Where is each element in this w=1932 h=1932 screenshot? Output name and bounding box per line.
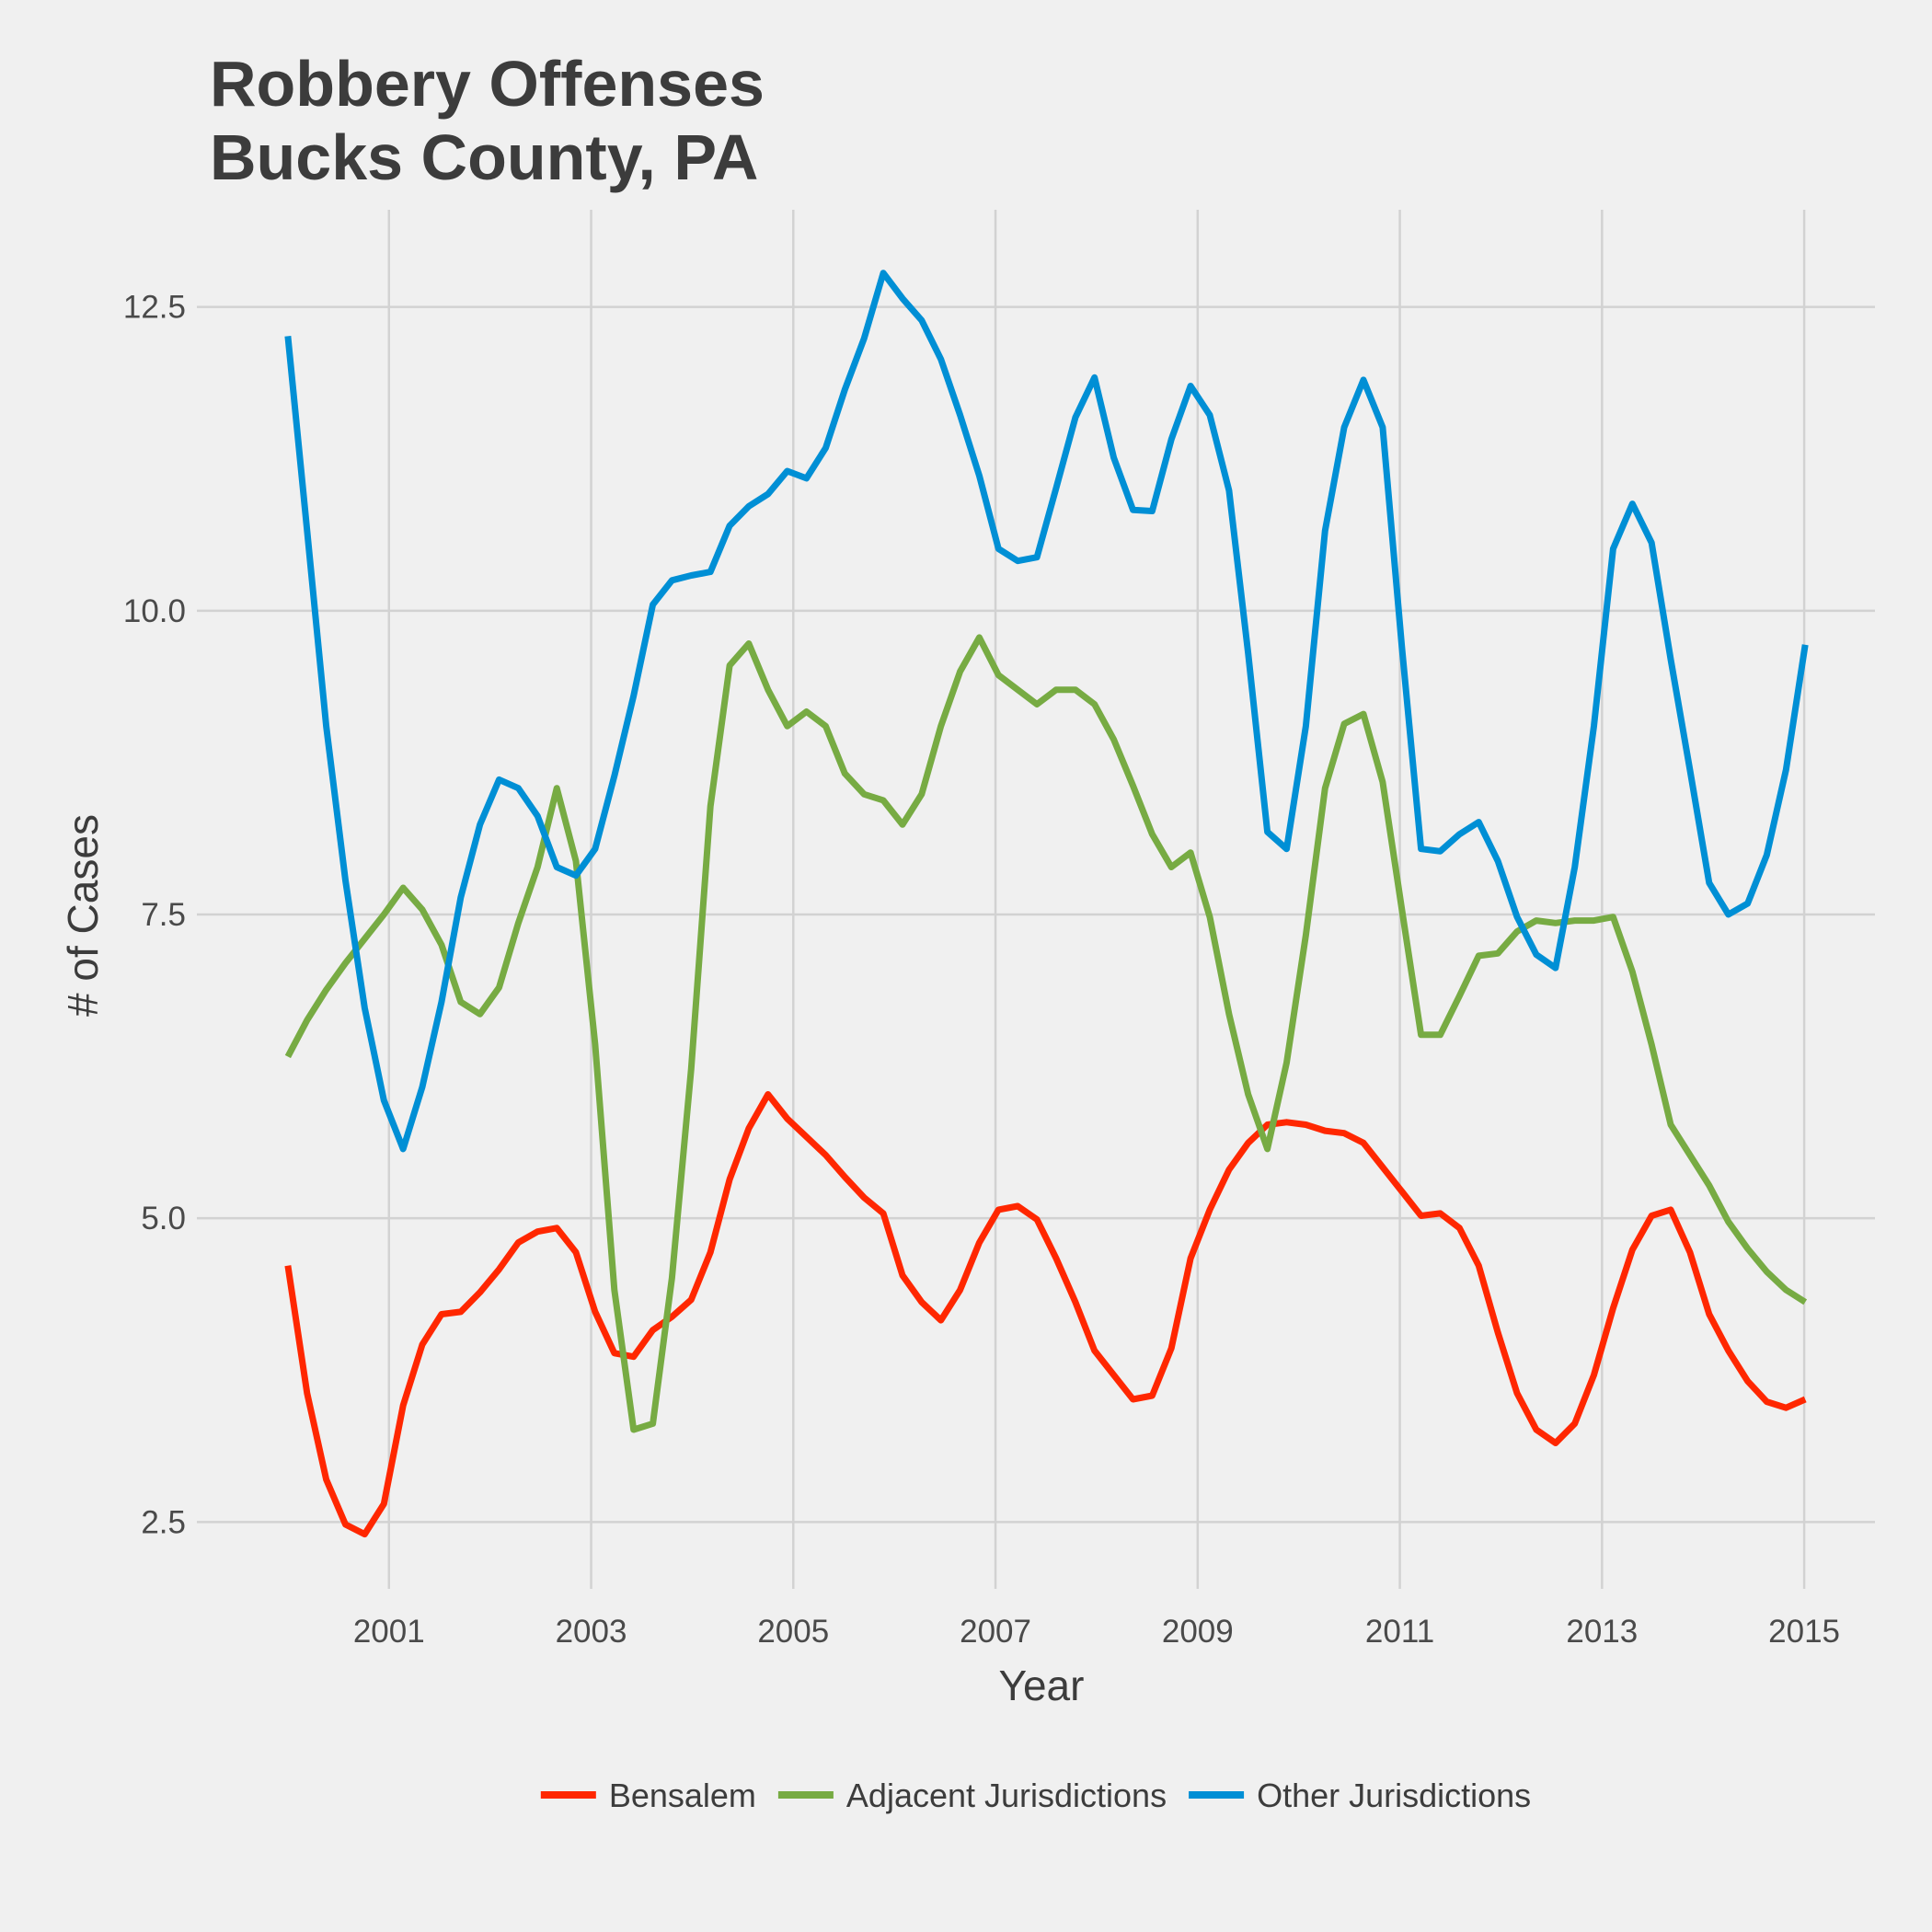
legend-label: Other Jurisdictions (1257, 1777, 1531, 1814)
x-axis-label: Year (999, 1662, 1085, 1709)
series-line (284, 270, 1809, 1153)
y-tick-label: 10.0 (123, 593, 186, 629)
series-line (284, 1091, 1807, 1538)
legend-label: Adjacent Jurisdictions (846, 1777, 1167, 1814)
x-tick-label: 2015 (1768, 1614, 1840, 1650)
x-tick-label: 2003 (556, 1614, 627, 1650)
x-tick-label: 2009 (1162, 1614, 1234, 1650)
y-tick-label: 2.5 (141, 1504, 186, 1540)
x-tick-label: 2007 (960, 1614, 1031, 1650)
y-tick-label: 12.5 (123, 290, 186, 326)
series-line (284, 634, 1808, 1433)
x-tick-label: 2005 (757, 1614, 829, 1650)
x-tick-label: 2011 (1365, 1614, 1434, 1650)
y-tick-label: 7.5 (141, 897, 186, 933)
x-tick-label: 2013 (1566, 1614, 1638, 1650)
legend: Bensalem Adjacent Jurisdictions Other Juri… (540, 1777, 1531, 1814)
y-axis-label: # of Cases (59, 814, 107, 1017)
y-tick-label: 5.0 (141, 1201, 186, 1236)
x-tick-label: 2001 (353, 1614, 425, 1650)
legend-label: Bensalem (609, 1777, 756, 1814)
grid (197, 210, 1875, 1589)
chart-title: Robbery Offenses Bucks County, PA (210, 48, 765, 193)
